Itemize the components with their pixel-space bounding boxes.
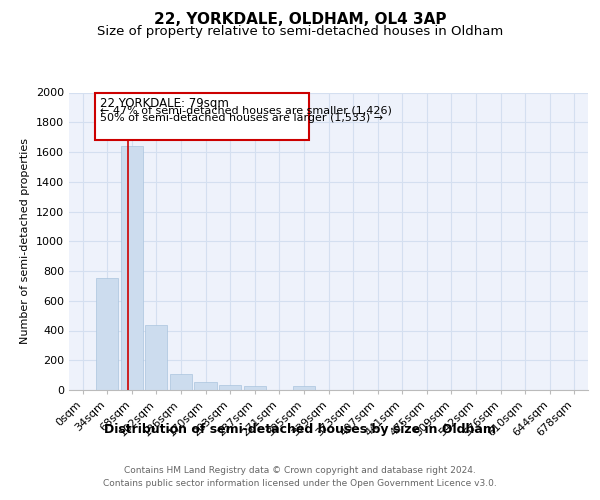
Text: 22, YORKDALE, OLDHAM, OL4 3AP: 22, YORKDALE, OLDHAM, OL4 3AP: [154, 12, 446, 28]
Bar: [293, 386, 315, 390]
Bar: [145, 324, 167, 390]
Y-axis label: Number of semi-detached properties: Number of semi-detached properties: [20, 138, 31, 344]
Bar: [170, 374, 192, 390]
Text: Size of property relative to semi-detached houses in Oldham: Size of property relative to semi-detach…: [97, 25, 503, 38]
FancyBboxPatch shape: [95, 92, 309, 140]
Bar: [194, 382, 217, 390]
Bar: [219, 385, 241, 390]
Text: Contains public sector information licensed under the Open Government Licence v3: Contains public sector information licen…: [103, 479, 497, 488]
Text: ← 47% of semi-detached houses are smaller (1,426): ← 47% of semi-detached houses are smalle…: [100, 105, 392, 115]
Bar: [96, 278, 118, 390]
Text: 22 YORKDALE: 79sqm: 22 YORKDALE: 79sqm: [100, 97, 229, 110]
Text: 50% of semi-detached houses are larger (1,533) →: 50% of semi-detached houses are larger (…: [100, 114, 383, 124]
Bar: [244, 386, 266, 390]
Text: Distribution of semi-detached houses by size in Oldham: Distribution of semi-detached houses by …: [104, 422, 496, 436]
Bar: [121, 146, 143, 390]
Text: Contains HM Land Registry data © Crown copyright and database right 2024.: Contains HM Land Registry data © Crown c…: [124, 466, 476, 475]
